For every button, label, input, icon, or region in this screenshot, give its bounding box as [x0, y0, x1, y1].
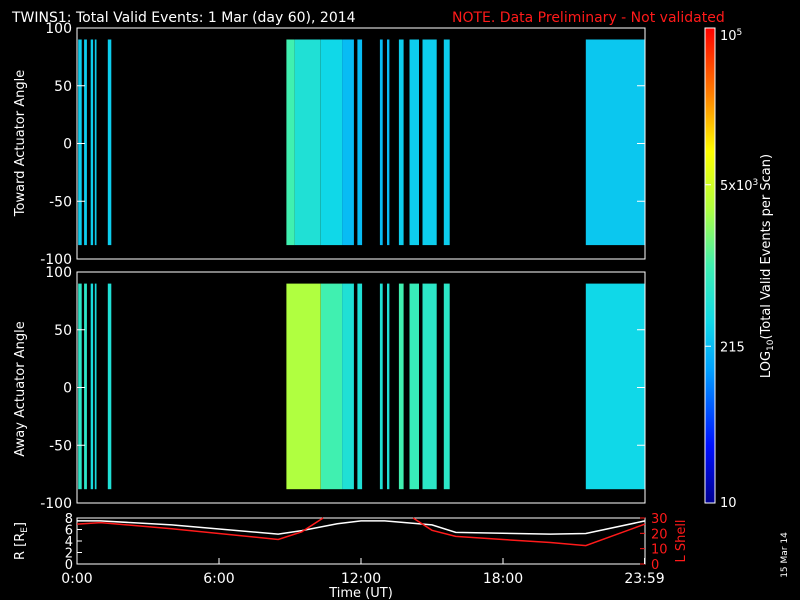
x-tick-label: 12:00 — [341, 571, 381, 587]
heatmap-cell — [357, 283, 363, 490]
right-y-tick-label: 30 — [651, 512, 668, 527]
right-y-tick-label: 0 — [651, 558, 659, 573]
heatmap-cell — [286, 283, 321, 490]
y-tick-label: 4 — [65, 535, 73, 550]
away-y-label: Away Actuator Angle — [13, 321, 28, 456]
plot-title: TWINS1: Total Valid Events: 1 Mar (day 6… — [11, 10, 356, 26]
heatmap-cell — [409, 39, 419, 246]
x-tick-label: 0:00 — [61, 571, 92, 587]
heatmap-cell — [294, 39, 321, 246]
away-panel: 100 50 0 -50 -100 Away Actuator Angle — [13, 265, 646, 512]
heatmap-cell — [320, 283, 343, 490]
date-stamp: 15 Mar 14 — [780, 532, 790, 578]
x-tick-label: 6:00 — [203, 571, 234, 587]
heatmap-cell — [387, 39, 390, 246]
y-tick-label: 0 — [63, 137, 72, 153]
heatmap-cell — [398, 283, 404, 490]
right-y-tick-label: 20 — [651, 527, 668, 542]
y-tick-label: -50 — [49, 194, 72, 210]
heatmap-cell — [84, 39, 87, 246]
preliminary-note: NOTE. Data Preliminary - Not validated — [452, 10, 725, 26]
heatmap-cell — [94, 283, 97, 490]
y-tick-label: 2 — [65, 547, 73, 562]
colorbar-tick-label: 105 — [720, 28, 742, 44]
y-tick-label: -100 — [40, 496, 72, 512]
time-x-label: Time (UT) — [328, 586, 393, 600]
y-tick-label: 100 — [45, 265, 72, 281]
away-heatmap — [78, 283, 645, 490]
heatmap-cell — [357, 39, 363, 246]
colorbar-tick-label: 10 — [720, 496, 737, 511]
lshell-line — [76, 517, 324, 541]
colorbar-gradient — [704, 27, 716, 504]
radius-line — [77, 520, 646, 535]
lshell-line — [412, 517, 646, 547]
orbit-lines — [76, 517, 646, 547]
heatmap-cell — [379, 39, 383, 246]
y-tick-label: 0 — [65, 558, 73, 573]
lshell-y-label: L Shell — [674, 519, 689, 562]
heatmap-cell — [78, 39, 82, 246]
y-tick-label: -100 — [40, 252, 72, 268]
y-tick-label: 50 — [54, 323, 72, 339]
time-x-axis: 0:00 6:00 12:00 18:00 23:59 — [61, 558, 665, 587]
heatmap-cell — [585, 283, 645, 490]
heatmap-cell — [409, 283, 419, 490]
heatmap-cell — [422, 39, 437, 246]
away-y-axis: 100 50 0 -50 -100 — [40, 265, 645, 512]
heatmap-cell — [320, 39, 343, 246]
heatmap-cell — [107, 39, 112, 246]
y-tick-label: 6 — [65, 524, 73, 539]
toward-y-label: Toward Actuator Angle — [13, 70, 28, 217]
heatmap-cell — [387, 283, 390, 490]
heatmap-cell — [443, 39, 450, 246]
heatmap-cell — [84, 283, 87, 490]
colorbar-label: LOG10(Total Valid Events per Scan) — [759, 154, 776, 378]
heatmap-cell — [90, 39, 94, 246]
x-tick-label: 23:59 — [624, 571, 664, 587]
toward-heatmap — [78, 39, 645, 246]
y-tick-label: 50 — [54, 79, 72, 95]
y-tick-label: 8 — [65, 512, 73, 527]
heatmap-cell — [585, 39, 645, 246]
heatmap-cell — [107, 283, 112, 490]
heatmap-cell — [90, 283, 94, 490]
colorbar: 10 215 5x103 105 LOG10(Total Valid Events p… — [704, 27, 776, 511]
heatmap-cell — [379, 283, 383, 490]
heatmap-cell — [286, 39, 295, 246]
y-tick-label: -50 — [49, 438, 72, 454]
heatmap-cell — [398, 39, 404, 246]
toward-panel: 100 50 0 -50 -100 Toward Actuator Angle — [13, 21, 646, 268]
heatmap-cell — [78, 283, 82, 490]
x-tick-label: 18:00 — [483, 571, 523, 587]
heatmap-cell — [342, 39, 354, 246]
toward-y-axis: 100 50 0 -50 -100 — [40, 21, 645, 268]
colorbar-tick-label: 5x103 — [720, 178, 758, 194]
y-tick-label: 100 — [45, 21, 72, 37]
heatmap-cell — [342, 283, 354, 490]
heatmap-cell — [422, 283, 437, 490]
heatmap-cell — [94, 39, 97, 246]
y-tick-label: 0 — [63, 381, 72, 397]
heatmap-cell — [443, 283, 450, 490]
colorbar-tick-label: 215 — [720, 340, 745, 355]
right-y-tick-label: 10 — [651, 543, 668, 558]
radius-y-label: R [RE] — [13, 522, 30, 560]
